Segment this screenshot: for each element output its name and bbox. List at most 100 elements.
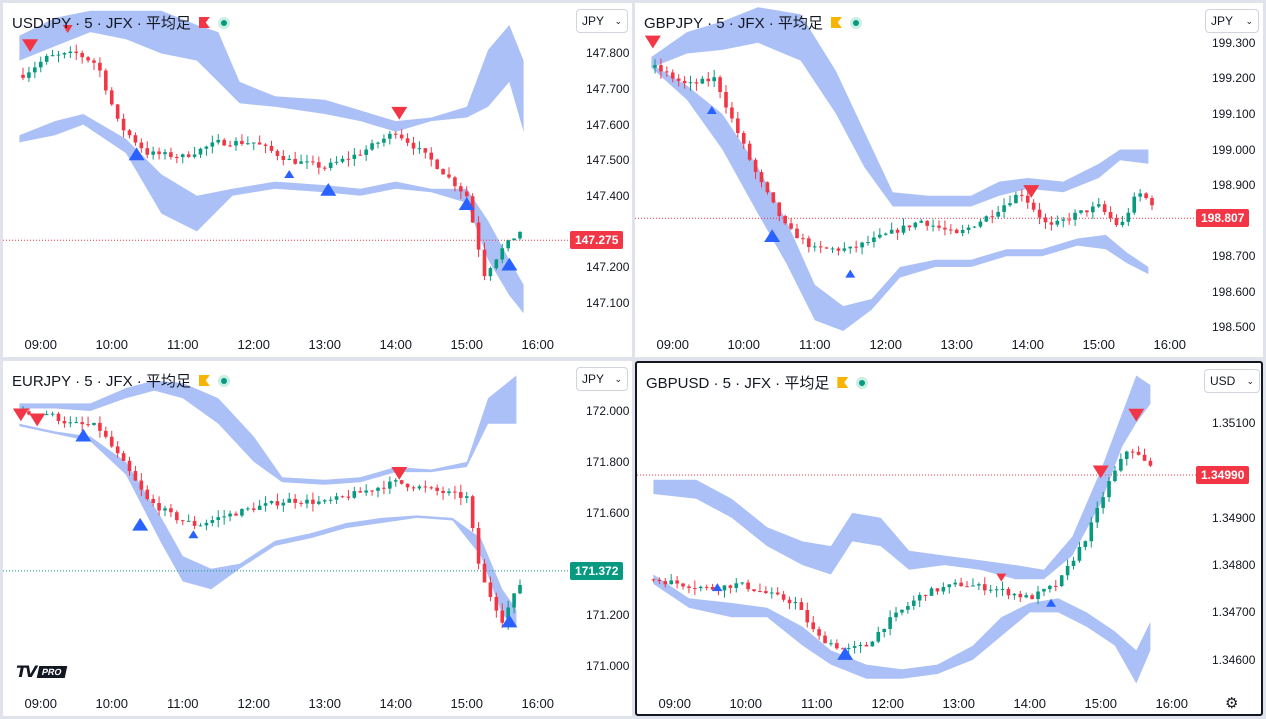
candle-body [1014, 194, 1018, 204]
y-axis-tick-label: 147.700 [586, 82, 630, 97]
candle-body [758, 590, 762, 592]
currency-selector[interactable]: JPY ⌄ [576, 9, 628, 33]
candle-body [693, 588, 697, 590]
candle-body [854, 246, 858, 248]
candle-body [795, 228, 799, 239]
x-axis-tick-label: 16:00 [521, 337, 555, 352]
y-axis-tick-label: 147.100 [586, 295, 630, 310]
candle-body [62, 420, 67, 424]
candle-body [186, 154, 191, 157]
candle-body [464, 496, 469, 498]
candle-body [121, 118, 126, 131]
symbol-title[interactable]: EURJPY · 5 · JFX · 平均足 [12, 373, 191, 390]
buy-signal-marker [458, 197, 475, 211]
candle-body [789, 223, 793, 229]
candle-body [56, 54, 61, 56]
candle-body [98, 62, 102, 71]
candle-body [866, 242, 870, 244]
x-axis-tick-label: 09:00 [658, 696, 692, 711]
candle-body [234, 140, 238, 146]
candle-body [1037, 209, 1042, 218]
chart-pane-gbpjpy[interactable]: GBPJPY · 5 · JFX · 平均足 JPY ⌄ 199.300 199.200… [635, 3, 1263, 357]
candle-body [293, 498, 297, 503]
price-plot[interactable] [635, 3, 1204, 333]
x-axis-tick-label: 10:00 [727, 337, 761, 352]
candle-body [688, 82, 693, 84]
chart-pane-eurjpy[interactable]: EURJPY · 5 · JFX · 平均足 JPY ⌄ 172.000 171.800… [3, 361, 632, 716]
last-price-label: 171.372 [570, 561, 624, 580]
flag-icon[interactable] [198, 375, 210, 386]
candle-body [842, 248, 847, 251]
currency-selector[interactable]: JPY ⌄ [576, 367, 628, 391]
candle-body [917, 594, 922, 601]
currency-selector[interactable]: USD ⌄ [1204, 369, 1260, 393]
band-lower-envelope [19, 114, 524, 314]
x-axis-tick-label: 11:00 [166, 696, 199, 711]
y-axis-tick-label: 147.500 [586, 153, 630, 168]
buy-signal-marker [706, 105, 717, 114]
x-axis-tick-label: 09:00 [24, 337, 58, 352]
candle-body [216, 517, 221, 521]
currency-label: JPY [582, 14, 605, 28]
candle-body [186, 520, 191, 522]
candle-body [92, 422, 96, 425]
candle-body [56, 413, 61, 421]
candle-body [109, 436, 114, 447]
candle-body [346, 158, 351, 160]
x-axis-tick-label: 16:00 [521, 696, 555, 711]
candle-body [228, 145, 232, 147]
candle-body [459, 186, 463, 192]
candle-body [512, 593, 516, 608]
candle-body [210, 520, 215, 523]
symbol-title[interactable]: GBPJPY · 5 · JFX · 平均足 [644, 15, 823, 32]
candle-body [518, 231, 522, 239]
currency-selector[interactable]: JPY ⌄ [1205, 9, 1259, 33]
candle-body [38, 61, 43, 68]
candle-body [370, 490, 374, 492]
x-axis-tick-label: 14:00 [379, 696, 413, 711]
candle-body [80, 52, 84, 58]
price-plot[interactable] [3, 3, 578, 333]
gear-icon[interactable]: ⚙ [1225, 695, 1239, 712]
candle-body [470, 496, 475, 528]
candle-body [1073, 212, 1077, 220]
y-axis-tick-label: 147.600 [586, 117, 630, 132]
buy-signal-marker [845, 269, 856, 278]
price-plot[interactable] [637, 363, 1204, 695]
candle-body [1053, 585, 1058, 587]
x-axis-tick-label: 12:00 [237, 696, 271, 711]
sell-signal-marker [29, 413, 46, 427]
chart-pane-usdjpy[interactable]: USDJPY · 5 · JFX · 平均足 JPY ⌄ 147.800 147.700… [3, 3, 632, 357]
price-plot[interactable] [3, 361, 578, 693]
candle-body [651, 579, 656, 581]
candle-body [364, 490, 368, 493]
x-axis-tick-label: 13:00 [942, 696, 976, 711]
buy-signal-marker [128, 147, 145, 161]
chart-pane-gbpusd[interactable]: GBPUSD · 5 · JFX · 平均足 USD ⌄ 1.35100 1.34900… [635, 361, 1263, 716]
candle-body [346, 496, 351, 498]
candle-body [1031, 202, 1036, 210]
candle-body [848, 246, 853, 249]
symbol-title[interactable]: GBPUSD · 5 · JFX · 平均足 [646, 375, 830, 392]
flag-icon[interactable] [837, 377, 849, 388]
candle-body [429, 487, 434, 489]
candle-body [388, 481, 392, 489]
candle-body [746, 582, 750, 590]
flag-icon[interactable] [830, 17, 842, 28]
candle-body [1059, 575, 1064, 587]
sell-signal-marker [996, 573, 1007, 582]
candle-body [50, 413, 55, 415]
candle-body [676, 78, 681, 81]
candle-body [959, 582, 963, 587]
candle-body [104, 430, 108, 437]
candle-body [818, 246, 823, 248]
candle-body [895, 229, 900, 233]
candle-body [1148, 460, 1153, 466]
candle-body [74, 51, 79, 53]
candle-body [488, 268, 493, 277]
symbol-title[interactable]: USDJPY · 5 · JFX · 平均足 [12, 15, 191, 32]
flag-icon[interactable] [198, 17, 210, 28]
candle-body [925, 220, 929, 226]
candle-body [352, 491, 357, 498]
candle-body [978, 221, 983, 227]
